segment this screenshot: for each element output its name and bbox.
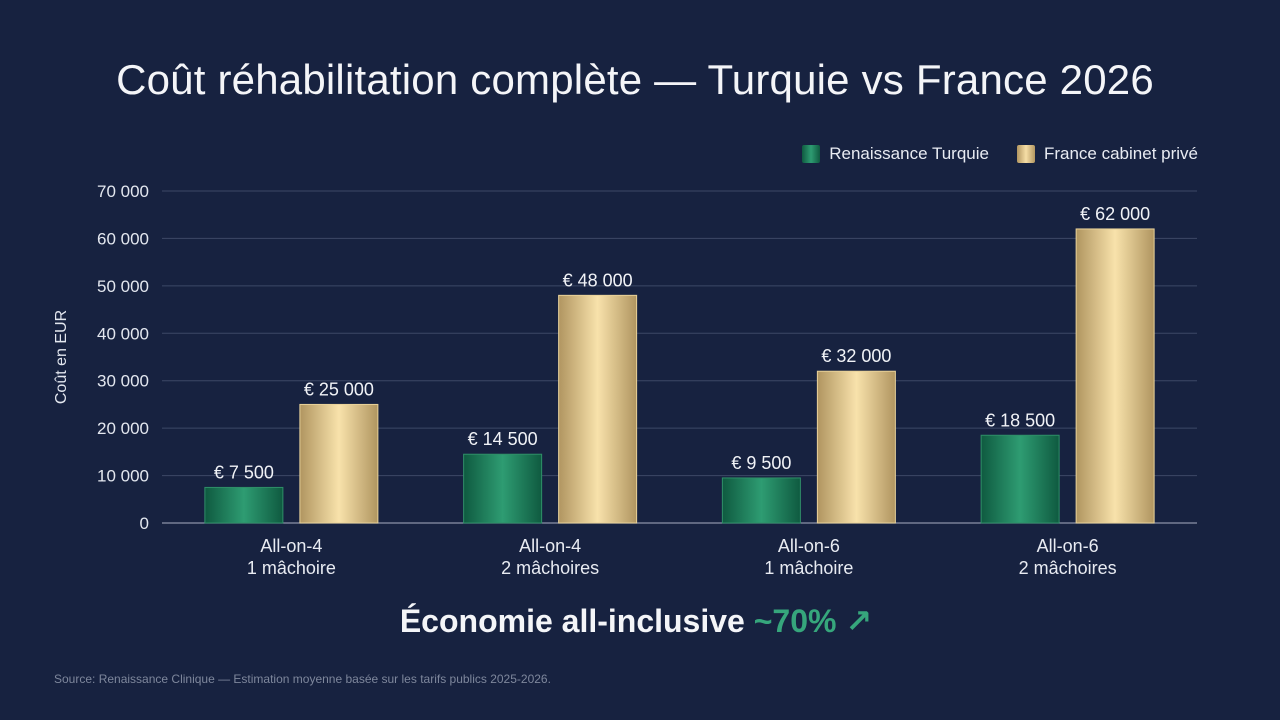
data-label: € 48 000	[563, 270, 633, 290]
data-label: € 14 500	[468, 429, 538, 449]
x-tick-label: All-on-6	[778, 536, 840, 556]
bar-france	[299, 403, 379, 524]
savings-banner: Économie all-inclusive ~70% ↗	[0, 602, 1272, 640]
bar-france	[558, 294, 638, 524]
source-note: Source: Renaissance Clinique — Estimatio…	[54, 672, 551, 686]
legend-label-turquie: Renaissance Turquie	[829, 144, 989, 163]
savings-text: Économie all-inclusive	[399, 603, 745, 639]
bar-france	[1075, 228, 1155, 524]
x-tick-label: 1 mâchoire	[764, 558, 853, 578]
legend-swatch-gold	[1016, 145, 1035, 163]
data-labels: € 7 500 € 25 000 € 14 500 € 48 000 € 9 500 € …	[214, 204, 1150, 482]
y-tick-label: 60 000	[97, 229, 149, 248]
bar-turquie	[721, 477, 801, 524]
data-label: € 9 500	[731, 453, 791, 473]
bars	[204, 228, 1155, 524]
x-tick-label: 2 mâchoires	[1019, 558, 1117, 578]
y-tick-label: 20 000	[97, 419, 149, 438]
chart-legend: Renaissance Turquie France cabinet privé	[802, 144, 1198, 164]
y-tick-label: 0	[140, 514, 149, 533]
x-tick-label: All-on-4	[519, 536, 581, 556]
y-tick-label: 50 000	[97, 277, 149, 296]
bar-turquie	[204, 486, 284, 524]
arrow-up-right-icon: ↗	[845, 603, 873, 639]
x-tick-label: 2 mâchoires	[501, 558, 599, 578]
y-tick-label: 40 000	[97, 324, 149, 343]
y-tick-label: 30 000	[97, 372, 149, 391]
y-tick-labels: 0 10 000 20 000 30 000 40 000 50 000 60 000 70 …	[97, 182, 149, 533]
data-label: € 25 000	[304, 379, 374, 399]
y-axis-label: Coût en EUR	[53, 309, 70, 405]
x-tick-label: All-on-6	[1037, 536, 1099, 556]
legend-item-turquie: Renaissance Turquie	[802, 144, 989, 164]
data-label: € 62 000	[1080, 204, 1150, 224]
x-tick-label: 1 mâchoire	[247, 558, 336, 578]
legend-item-france: France cabinet privé	[1016, 144, 1198, 164]
data-label: € 32 000	[821, 346, 891, 366]
y-tick-label: 70 000	[97, 182, 149, 201]
bar-france	[816, 370, 896, 524]
bar-turquie	[980, 434, 1060, 524]
y-tick-label: 10 000	[97, 467, 149, 486]
data-label: € 7 500	[214, 462, 274, 482]
legend-swatch-green	[802, 145, 821, 163]
bar-turquie	[463, 453, 543, 524]
chart-title: Coût réhabilitation complète — Turquie v…	[116, 56, 1154, 103]
legend-label-france: France cabinet privé	[1043, 144, 1198, 163]
x-tick-label: All-on-4	[260, 536, 322, 556]
savings-highlight: ~70%	[753, 603, 837, 639]
data-label: € 18 500	[985, 410, 1055, 430]
